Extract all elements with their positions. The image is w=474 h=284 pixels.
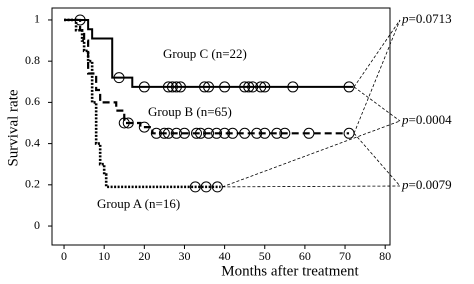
censor-mark — [174, 81, 186, 93]
x-tick-label: 80 — [379, 249, 391, 263]
y-tick-label: 0.2 — [25, 177, 40, 191]
censor-mark — [259, 127, 271, 139]
p-symbol: p — [401, 11, 409, 26]
survival-curve — [64, 18, 354, 88]
censor-mark — [150, 127, 162, 139]
censor-mark — [203, 81, 215, 93]
censor-mark — [255, 81, 267, 93]
y-tick-label: 0 — [34, 218, 40, 232]
p-symbol: p — [401, 177, 409, 192]
p-value: p=0.0004 — [401, 112, 452, 127]
y-axis-label: Survival rate — [5, 89, 21, 166]
censor-mark — [170, 81, 182, 93]
censor-mark — [247, 81, 259, 93]
comparison-leader — [222, 120, 401, 188]
censor-mark — [113, 72, 125, 84]
p-text: =0.0079 — [409, 177, 452, 192]
censor-mark — [200, 181, 212, 193]
comparison-leader — [353, 19, 401, 134]
comparison-leader — [353, 19, 401, 88]
censor-mark — [195, 127, 207, 139]
censor-mark — [243, 81, 255, 93]
p-symbol: p — [401, 112, 409, 127]
x-tick-label: 0 — [61, 249, 67, 263]
censor-mark — [162, 127, 174, 139]
x-tick-label: 50 — [259, 249, 271, 263]
censor-mark — [279, 127, 291, 139]
x-tick-label: 40 — [219, 249, 231, 263]
x-axis-label: Months after treatment — [221, 263, 359, 279]
censor-mark — [211, 127, 223, 139]
censor-mark — [178, 127, 190, 139]
p-text: =0.0004 — [409, 112, 453, 127]
censor-mark — [122, 117, 134, 129]
x-tick-label: 30 — [178, 249, 190, 263]
x-tick-label: 10 — [98, 249, 110, 263]
censor-mark — [219, 81, 231, 93]
series-label: Group C (n=22) — [163, 46, 247, 61]
censor-mark — [239, 81, 251, 93]
censor-mark — [303, 127, 315, 139]
censor-mark — [191, 127, 203, 139]
y-tick-label: 0.4 — [25, 135, 40, 149]
comparison-leader — [222, 185, 401, 188]
censor-mark — [251, 127, 263, 139]
censor-mark — [259, 81, 271, 93]
censor-mark — [239, 127, 251, 139]
p-value: p=0.0713 — [401, 11, 452, 26]
censor-mark — [162, 81, 174, 93]
plot-frame — [51, 7, 391, 246]
comparison-leader — [353, 86, 401, 122]
y-tick-label: 0.8 — [25, 53, 40, 67]
comparison-leader — [353, 133, 401, 187]
censor-mark — [271, 127, 283, 139]
y-tick-label: 0.6 — [25, 94, 40, 108]
series-label: Group B (n=65) — [148, 104, 232, 119]
y-tick-label: 1 — [34, 12, 40, 26]
censor-mark — [138, 81, 150, 93]
x-tick-label: 20 — [138, 249, 150, 263]
censor-mark — [158, 127, 170, 139]
censor-mark — [166, 81, 178, 93]
censor-mark — [203, 127, 215, 139]
censor-mark — [219, 127, 231, 139]
censor-mark — [189, 181, 201, 193]
x-tick-label: 60 — [299, 249, 311, 263]
censor-mark — [138, 121, 150, 133]
series-label: Group A (n=16) — [97, 196, 180, 211]
survival-curve — [64, 18, 221, 189]
p-text: =0.0713 — [409, 11, 452, 26]
survival-curve — [64, 18, 350, 135]
p-value: p=0.0079 — [401, 177, 452, 192]
censor-mark — [199, 81, 211, 93]
censor-mark — [118, 117, 130, 129]
censor-mark — [170, 127, 182, 139]
censor-mark — [287, 81, 299, 93]
censor-mark — [227, 127, 239, 139]
x-tick-label: 70 — [339, 249, 351, 263]
